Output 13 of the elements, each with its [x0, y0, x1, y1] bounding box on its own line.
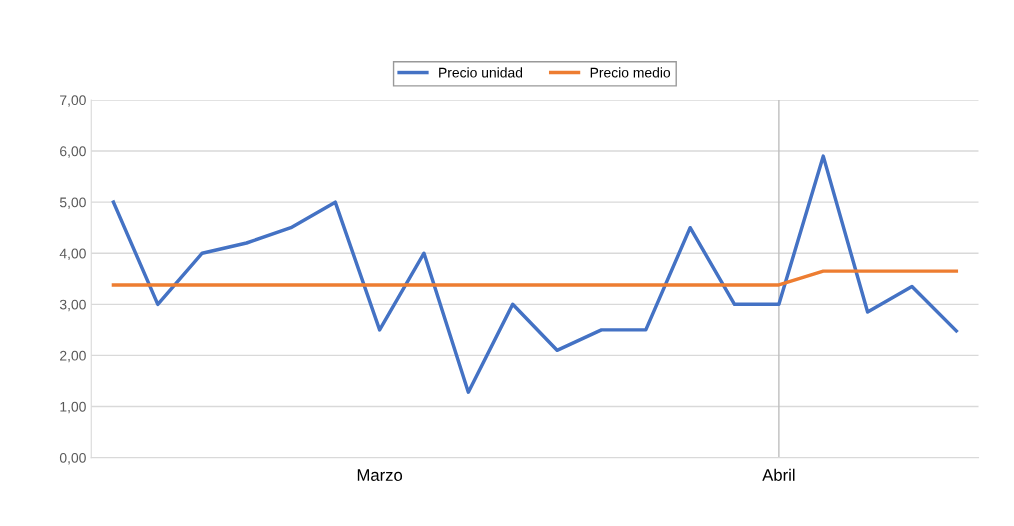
y-tick-label: 4,00: [59, 248, 86, 261]
y-tick-label: 5,00: [59, 197, 86, 209]
y-tick-label: 0,00: [59, 452, 86, 465]
y-tick-label: 1,00: [60, 401, 86, 414]
x-tick-label: Marzo: [357, 469, 403, 481]
y-tick-label: 7,00: [60, 95, 86, 107]
legend-label: Precio unidad: [439, 67, 523, 78]
legend-label: Precio medio: [590, 67, 671, 78]
x-tick-label: Abril: [762, 468, 795, 481]
y-tick-label: 3,00: [59, 299, 86, 312]
line-series: [111, 154, 959, 394]
y-tick-label: 6,00: [60, 146, 86, 158]
y-tick-label: 2,00: [60, 350, 86, 363]
